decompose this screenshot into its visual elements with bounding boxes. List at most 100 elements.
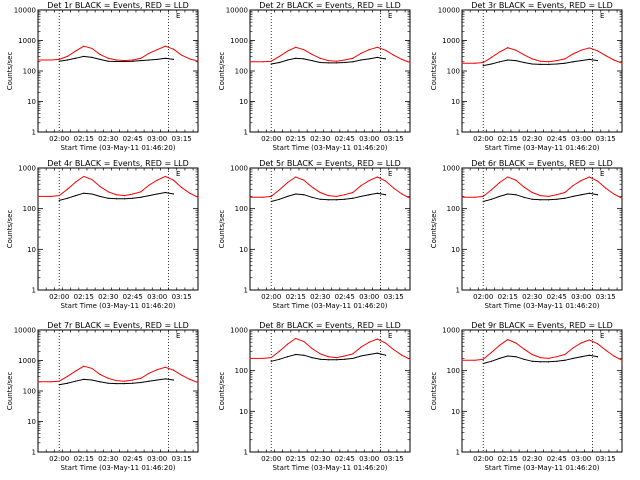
events-series-line-point — [172, 379, 175, 381]
axes-frame — [249, 167, 411, 291]
panel-3: Det 3r BLACK = Events, RED = LLD 1 10 100 10… — [430, 1, 623, 152]
events-series-line-point — [523, 196, 525, 198]
lld-series-line-point — [507, 339, 509, 341]
lld-series-line-point — [401, 354, 403, 356]
lld-series-line — [38, 45, 199, 62]
lld-series-line-point — [490, 351, 492, 354]
lld-series-line-point — [523, 54, 525, 56]
events-series-line-point — [286, 356, 289, 358]
x-tick-label: 02:30 — [98, 135, 118, 143]
x-tick-label: 02:00 — [473, 293, 493, 301]
lld-series-line-point — [498, 181, 501, 184]
y-tick-label: 1000 — [18, 165, 36, 173]
lld-series-line-point — [278, 189, 280, 191]
lld-series-line-point — [115, 59, 117, 61]
x-tick-label: 03:00 — [147, 455, 167, 463]
lld-series-line-point — [83, 175, 85, 178]
x-tick-label: 02:45 — [547, 455, 567, 463]
events-series-line-point — [515, 59, 517, 62]
x-tick-label: 02:30 — [522, 135, 542, 143]
events-series-line-point — [319, 61, 321, 64]
events-series-line-point — [132, 60, 134, 62]
axes-frame — [461, 167, 623, 291]
events-series-line-point — [132, 197, 134, 199]
y-axis-label: Counts/sec — [430, 52, 438, 91]
events-series-line-point — [539, 63, 541, 65]
y-tick-label: 1 — [456, 129, 460, 137]
x-tick-label: 03:15 — [384, 293, 404, 301]
lld-series-line-point — [249, 196, 251, 198]
events-series-line-point — [286, 195, 289, 198]
lld-series-line-point — [474, 359, 476, 361]
x-tick-label: 02:45 — [123, 455, 143, 463]
events-series-line-point — [531, 63, 533, 65]
x-tick-label: 02:15 — [498, 135, 518, 143]
events-series-line-point — [507, 355, 509, 357]
events-series-line-point — [507, 59, 509, 61]
x-tick-label: 02:00 — [261, 455, 281, 463]
y-axis-label: Counts/sec — [6, 52, 14, 91]
x-tick-label: 02:45 — [123, 135, 143, 143]
x-tick-label: 02:45 — [547, 135, 567, 143]
events-series-line-point — [523, 61, 525, 64]
panel-title: Det 8r BLACK = Events, RED = LLD — [259, 321, 401, 330]
y-tick-label: 1000 — [230, 37, 248, 45]
x-axis-label: Start Time (03-May-11 01:46:20) — [60, 144, 175, 152]
lld-series-line-point — [278, 55, 280, 58]
lld-series-line — [462, 47, 623, 64]
y-tick-label: 1 — [244, 449, 248, 457]
panel-title: Det 2r BLACK = Events, RED = LLD — [259, 1, 401, 10]
y-tick-label: 10 — [451, 408, 460, 416]
lld-series-line-point — [249, 61, 251, 63]
lld-series-line-point — [156, 369, 158, 371]
events-series-line-point — [295, 57, 297, 59]
lld-series-line-point — [588, 176, 590, 178]
lld-series-line-point — [335, 356, 338, 359]
events-series-line-point — [498, 357, 501, 360]
lld-series-line-point — [156, 179, 158, 181]
lld-series-line-point — [409, 61, 411, 64]
lld-series-line-point — [58, 380, 60, 382]
lld-series-line-point — [498, 51, 501, 53]
x-tick-label: 02:15 — [74, 293, 94, 301]
y-tick-label: 1000 — [230, 327, 248, 335]
x-tick-label: 03:15 — [384, 455, 404, 463]
events-series-line-point — [360, 59, 362, 61]
lld-series-line-point — [580, 49, 582, 51]
axes-frame — [37, 167, 199, 291]
lld-series-line-point — [123, 59, 126, 62]
lld-series-line-point — [262, 196, 264, 198]
lld-series-line-point — [132, 59, 134, 61]
lld-series-line-point — [482, 195, 484, 198]
events-series-line-point — [580, 194, 582, 196]
y-tick-label: 10000 — [438, 7, 460, 15]
lld-series-line-point — [311, 53, 313, 56]
x-tick-label: 03:15 — [172, 455, 192, 463]
lld-series-line-point — [515, 342, 517, 344]
events-series-line-point — [556, 198, 558, 200]
lld-series-line — [250, 176, 411, 199]
legend-marker: E — [176, 12, 180, 20]
events-series-line — [59, 55, 174, 62]
legend-marker: E — [600, 332, 604, 340]
events-series-line-point — [140, 196, 142, 198]
lld-series-line-point — [164, 366, 166, 368]
lld-series-line-point — [547, 195, 550, 198]
y-tick-label: 1 — [244, 129, 248, 137]
lld-series-line-point — [270, 195, 272, 198]
events-series-line-point — [482, 65, 484, 67]
lld-series-line-point — [286, 181, 289, 184]
events-series-line-point — [83, 378, 85, 381]
lld-series-line-point — [474, 62, 476, 64]
lld-series-line — [38, 365, 199, 383]
x-axis-label: Start Time (03-May-11 01:46:20) — [484, 464, 599, 472]
lld-series-line-point — [37, 195, 39, 198]
x-tick-label: 03:15 — [172, 293, 192, 301]
y-tick-label: 10 — [27, 98, 36, 106]
x-tick-label: 02:15 — [286, 135, 306, 143]
events-series-line-point — [295, 353, 297, 356]
events-series-line-point — [311, 196, 313, 198]
lld-series-line-point — [409, 358, 411, 360]
lld-series-line-point — [564, 191, 566, 194]
lld-series-line-point — [580, 179, 582, 182]
